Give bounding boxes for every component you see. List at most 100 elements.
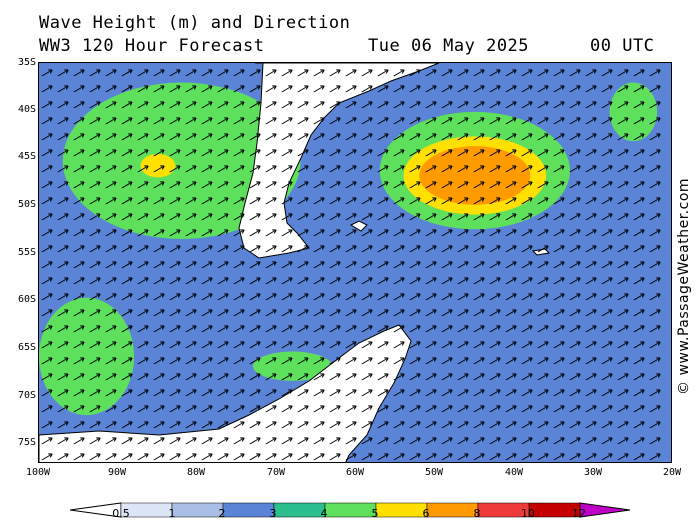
wave-direction-arrow — [281, 389, 293, 397]
wave-direction-arrow — [633, 85, 645, 93]
wave-direction-arrow — [57, 309, 69, 317]
wave-direction-arrow — [73, 373, 85, 381]
wave-direction-arrow — [281, 69, 293, 77]
wave-direction-arrow — [217, 245, 229, 253]
wave-direction-arrow — [537, 181, 549, 189]
wave-direction-arrow — [393, 293, 405, 301]
wave-direction-arrow — [105, 229, 117, 237]
wave-direction-arrow — [121, 437, 133, 445]
wave-direction-arrow — [457, 325, 469, 333]
wave-direction-arrow — [409, 117, 421, 125]
wave-direction-arrow — [233, 325, 245, 333]
wave-direction-arrow — [297, 85, 309, 93]
wave-direction-arrow — [201, 341, 213, 349]
wave-direction-arrow — [553, 197, 565, 205]
wave-direction-arrow — [345, 149, 357, 157]
wave-direction-arrow — [633, 325, 645, 333]
wave-direction-arrow — [57, 181, 69, 189]
wave-direction-arrow — [137, 309, 149, 317]
lon-label-60w: 60W — [345, 467, 365, 478]
lon-label-40w: 40W — [504, 467, 524, 478]
wave-direction-arrow — [457, 165, 469, 173]
south-america-land — [238, 63, 440, 259]
wave-direction-arrow — [153, 277, 165, 285]
wave-direction-arrow — [233, 229, 245, 237]
wave-direction-arrow — [361, 165, 373, 173]
wave-direction-arrow — [217, 293, 229, 301]
wave-direction-arrow — [313, 69, 325, 77]
wave-direction-arrow — [345, 421, 357, 429]
wave-direction-arrow — [233, 437, 245, 445]
wave-direction-arrow — [425, 293, 437, 301]
wave-direction-arrow — [281, 357, 293, 365]
wave-direction-arrow — [521, 373, 533, 381]
wave-direction-arrow — [313, 197, 325, 205]
wave-direction-arrow — [217, 213, 229, 221]
wave-direction-arrow — [585, 293, 597, 301]
wave-direction-arrow — [185, 165, 197, 173]
wave-direction-arrow — [649, 149, 661, 157]
wave-direction-arrow — [265, 453, 277, 461]
wave-direction-arrow — [105, 357, 117, 365]
wave-direction-arrow — [553, 101, 565, 109]
wave-direction-arrow — [265, 85, 277, 93]
wave-direction-arrow — [169, 325, 181, 333]
lon-label-90w: 90W — [107, 467, 127, 478]
wave-direction-arrow — [233, 277, 245, 285]
wave-direction-arrow — [409, 325, 421, 333]
wave-direction-arrow — [265, 277, 277, 285]
wave-direction-arrow — [537, 149, 549, 157]
wave-direction-arrow — [265, 149, 277, 157]
wave-direction-arrow — [649, 229, 661, 237]
lat-label-40s: 40S — [17, 104, 36, 115]
wave-direction-arrow — [105, 101, 117, 109]
wave-direction-arrow — [73, 245, 85, 253]
legend-label-12: 12 — [572, 507, 586, 520]
wave-direction-arrow — [633, 453, 645, 461]
wave-direction-arrow — [649, 405, 661, 413]
wave-direction-arrow — [393, 405, 405, 413]
wave-direction-arrow — [281, 293, 293, 301]
wave-direction-arrow — [409, 213, 421, 221]
wave-direction-arrow — [409, 229, 421, 237]
wave-direction-arrow — [521, 213, 533, 221]
wave-direction-arrow — [633, 373, 645, 381]
wave-direction-arrow — [217, 149, 229, 157]
wave-direction-arrow — [633, 421, 645, 429]
wave-direction-arrow — [121, 341, 133, 349]
wave-direction-arrow — [409, 293, 421, 301]
wave-direction-arrow — [137, 357, 149, 365]
wave-direction-arrow — [441, 293, 453, 301]
wave-direction-arrow — [73, 213, 85, 221]
wave-direction-arrow — [345, 117, 357, 125]
wave-direction-arrow — [281, 309, 293, 317]
chart-title: Wave Height (m) and Direction — [39, 13, 351, 33]
wave-direction-arrow — [57, 117, 69, 125]
wave-direction-arrow — [505, 197, 517, 205]
wave-direction-arrow — [41, 133, 53, 141]
wave-direction-arrow — [89, 293, 101, 301]
wave-direction-arrow — [617, 325, 629, 333]
wave-direction-arrow — [473, 261, 485, 269]
wave-direction-arrow — [121, 309, 133, 317]
wave-direction-arrow — [505, 325, 517, 333]
wave-direction-arrow — [89, 149, 101, 157]
wave-direction-arrow — [361, 197, 373, 205]
wave-direction-arrow — [185, 197, 197, 205]
wave-direction-arrow — [649, 181, 661, 189]
wave-direction-arrow — [457, 389, 469, 397]
wave-direction-arrow — [601, 357, 613, 365]
wave-direction-arrow — [265, 181, 277, 189]
wave-direction-arrow — [361, 277, 373, 285]
wave-direction-arrow — [489, 117, 501, 125]
wave-direction-arrow — [121, 293, 133, 301]
wave-direction-arrow — [73, 69, 85, 77]
wave-direction-arrow — [409, 437, 421, 445]
wave-direction-arrow — [377, 277, 389, 285]
wave-direction-arrow — [489, 405, 501, 413]
wave-direction-arrow — [505, 453, 517, 461]
wave-direction-arrow — [361, 405, 373, 413]
wave-direction-arrow — [249, 341, 261, 349]
wave-direction-arrow — [217, 421, 229, 429]
wave-direction-arrow — [457, 101, 469, 109]
